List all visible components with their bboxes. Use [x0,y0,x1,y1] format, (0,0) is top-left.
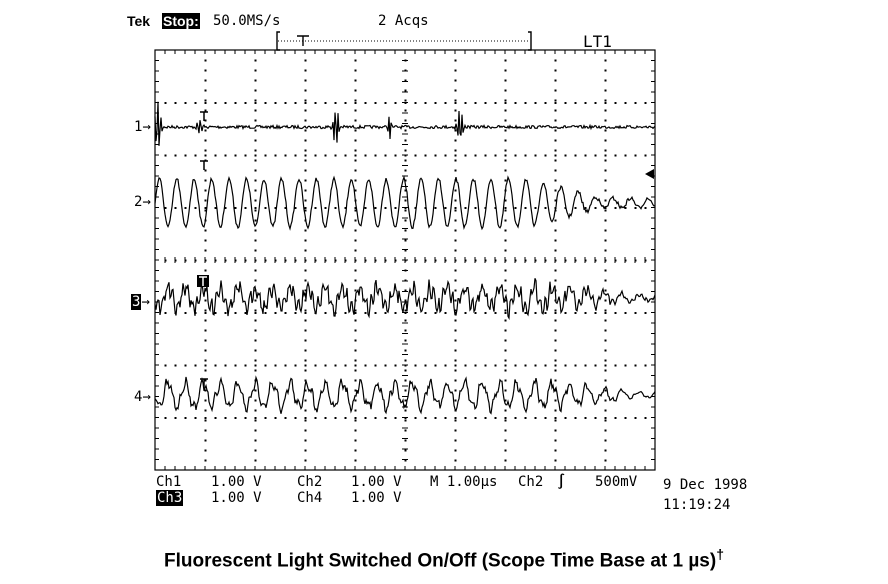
channel-3-trace [154,278,656,321]
ch1-scale: 1.00 V [211,474,262,490]
channel-1-trace [154,101,656,146]
channel-2-trace [154,175,656,231]
capture-time: 11:19:24 [663,497,731,513]
figure-caption: Fluorescent Light Switched On/Off (Scope… [0,546,888,572]
trigger-level-arrow-icon [645,169,654,179]
arrow-right-icon: → [142,119,151,135]
trigger-marker-ch3 [199,276,207,286]
record-position-bar [276,31,532,51]
trigger-marker-ch2 [200,160,208,170]
channel-2-marker: 2→ [134,195,151,209]
ch2-scale: 1.00 V [351,474,402,490]
channel-2-number: 2 [134,194,143,210]
channel-1-number: 1 [134,119,143,135]
sample-rate: 50.0MS/s [213,13,281,29]
caption-text: Fluorescent Light Switched On/Off (Scope… [164,550,717,572]
ch4-label: Ch4 [297,490,323,506]
trigger-markers [197,111,209,388]
caption-footnote-mark: † [716,546,724,562]
arrow-right-icon: → [141,294,150,310]
channel-4-marker: 4→ [134,390,151,404]
ch1-label: Ch1 [156,474,182,490]
trigger-source: Ch2 [518,474,544,490]
ch3-label: Ch3 [156,490,184,506]
channel-4-trace [154,375,656,415]
brand-label: Tek [127,13,151,29]
ch2-label: Ch2 [297,474,323,490]
channel-3-number: 3 [131,294,142,310]
graticule [154,49,656,471]
graticule-dots [154,49,656,471]
acquisition-count: 2 Acqs [378,13,429,29]
ch3-scale: 1.00 V [211,490,262,506]
trigger-marker-ch1 [200,111,208,121]
trigger-marker-ch4 [200,378,208,388]
channel-1-marker: 1→ [134,120,151,134]
channel-4-number: 4 [134,389,143,405]
waveform-traces [154,101,656,415]
trigger-id-label: LT1 [583,32,612,51]
trigger-slope-icon: ∫ [557,474,566,490]
timebase: M 1.00µs [430,474,498,490]
run-state-badge: Stop: [162,13,200,29]
arrow-right-icon: → [142,194,151,210]
trigger-level: 500mV [595,474,638,490]
channel-3-marker: 3→ [131,294,150,310]
capture-date: 9 Dec 1998 [663,477,748,493]
ch4-scale: 1.00 V [351,490,402,506]
arrow-right-icon: → [142,389,151,405]
